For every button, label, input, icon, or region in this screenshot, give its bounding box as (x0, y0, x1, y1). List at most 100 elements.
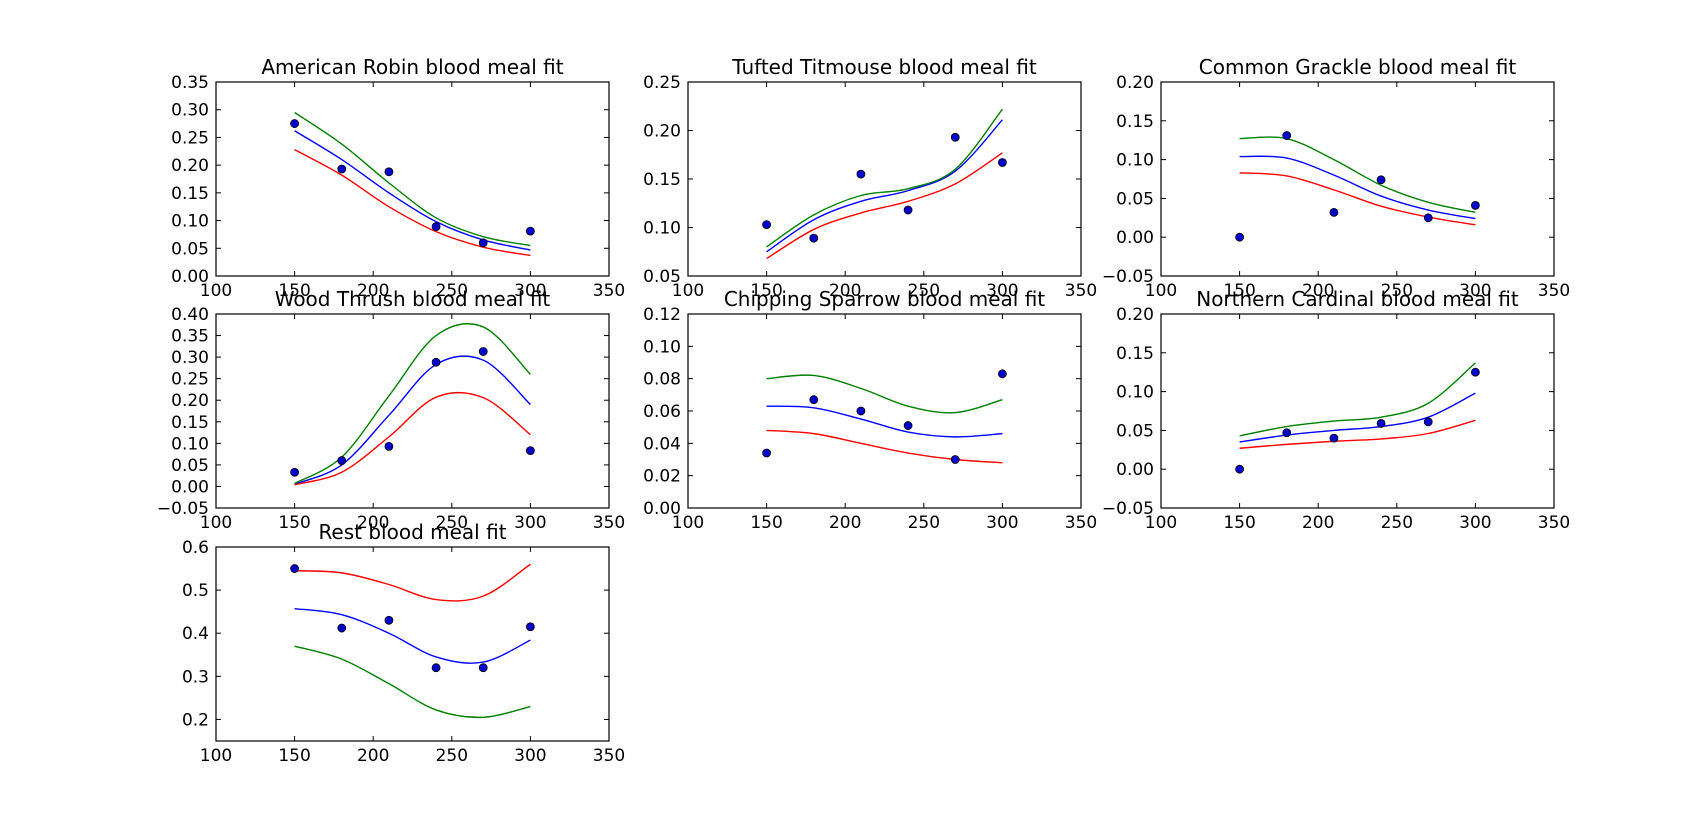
data-point (1329, 433, 1339, 443)
x-tick-label: 100 (1145, 281, 1177, 301)
data-point (950, 132, 960, 142)
y-tick-label: 0.30 (171, 348, 209, 368)
y-tick-label: 0.05 (1116, 421, 1154, 441)
x-tick-label: 300 (986, 513, 1018, 533)
data-point (384, 441, 394, 451)
x-tick-label: 100 (200, 746, 232, 766)
data-point (526, 622, 535, 632)
y-tick-label: 0.05 (171, 239, 209, 259)
x-tick-label: 300 (514, 746, 546, 766)
fit-line-1 (766, 405, 1003, 438)
y-tick-label: 0.20 (643, 122, 681, 142)
data-point (950, 455, 960, 464)
axes-frame (1160, 81, 1555, 277)
data-point (337, 164, 347, 174)
fit-line-2 (1239, 362, 1476, 437)
y-tick-label: 0.6 (182, 538, 209, 558)
x-tick-label: 250 (436, 513, 468, 533)
x-tick-label: 100 (1145, 513, 1177, 533)
y-tick-label: 0.4 (182, 624, 209, 644)
data-point (290, 467, 300, 477)
y-tick-label: 0.05 (171, 456, 209, 476)
y-tick-label: 0.10 (643, 337, 681, 357)
x-tick-label: 200 (1302, 281, 1334, 301)
fit-line-2 (766, 108, 1003, 248)
data-point (998, 369, 1007, 379)
subplot-7: 100 150 200 250 300 350 0.2 0.3 0.4 0.5 0.6 Rest bl… (182, 520, 625, 766)
y-tick-label: 0.5 (182, 581, 209, 601)
y-tick-label: 0.08 (643, 370, 681, 390)
subplot-3: 100 150 200 250 300 350 −0.05 0.00 0.05 0.10 0.15 0… (1102, 55, 1570, 301)
y-tick-label: 0.00 (643, 499, 681, 519)
y-tick-label: 0.15 (1116, 344, 1154, 364)
data-point (384, 615, 394, 625)
fit-line-3 (1239, 419, 1476, 449)
x-tick-label: 150 (278, 513, 310, 533)
x-tick-label: 150 (1223, 281, 1255, 301)
plot-area (688, 82, 1081, 276)
y-tick-label: 0.00 (171, 267, 209, 287)
x-tick-label: 100 (672, 281, 704, 301)
y-tick-label: 0.00 (1116, 460, 1154, 480)
fit-line-2 (766, 374, 1003, 414)
x-tick-label: 200 (357, 513, 389, 533)
x-tick-label: 250 (436, 281, 468, 301)
y-tick-label: 0.20 (171, 156, 209, 176)
fit-line-1 (1239, 392, 1476, 443)
data-point (431, 663, 441, 673)
y-tick-label: 0.25 (171, 128, 209, 148)
x-tick-label: 200 (357, 746, 389, 766)
y-tick-label: 0.02 (643, 467, 681, 487)
fit-line-2 (294, 607, 531, 664)
fit-line-3 (294, 149, 531, 257)
fit-line-3 (766, 152, 1003, 260)
y-tick-label: 0.04 (643, 434, 681, 454)
y-tick-label: 0.10 (171, 434, 209, 454)
chart-title: Tufted Titmouse blood meal fit (731, 55, 1037, 79)
x-tick-label: 150 (278, 746, 310, 766)
fit-line-1 (1239, 155, 1476, 220)
fit-line-3 (294, 391, 531, 486)
x-tick-label: 300 (986, 281, 1018, 301)
plot-area (216, 314, 609, 508)
data-point (478, 663, 488, 673)
axes-frame (1160, 313, 1555, 509)
data-point (856, 406, 866, 416)
x-tick-label: 200 (829, 513, 861, 533)
subplot-1: 100 150 200 250 300 350 0.00 0.05 0.10 0.15 0.20 0.… (171, 55, 625, 301)
subplot-5: 100 150 200 250 300 350 0.00 0.02 0.04 0.06 0.08 0.… (643, 287, 1097, 533)
plot-area (1161, 314, 1554, 508)
y-tick-label: 0.35 (171, 73, 209, 93)
axes-frame (215, 313, 610, 509)
y-tick-label: 0.15 (171, 413, 209, 433)
data-point (1282, 428, 1292, 438)
data-point (1235, 232, 1244, 242)
y-tick-label: 0.10 (643, 219, 681, 239)
y-tick-label: 0.12 (643, 305, 681, 325)
plot-area (1161, 82, 1554, 276)
plot-area (216, 547, 609, 741)
y-tick-label: 0.15 (643, 170, 681, 190)
x-tick-label: 100 (200, 281, 232, 301)
fit-line-1 (294, 563, 531, 602)
data-point (478, 238, 488, 248)
y-tick-label: 0.10 (171, 212, 209, 232)
y-tick-label: 0.00 (1116, 228, 1154, 248)
data-point (431, 222, 441, 232)
chart-title: Northern Cardinal blood meal fit (1196, 287, 1519, 311)
y-tick-label: 0.06 (643, 402, 681, 422)
fit-line-2 (1239, 136, 1476, 214)
chart-title: American Robin blood meal fit (261, 55, 563, 79)
data-point (1471, 367, 1480, 377)
y-tick-label: 0.15 (171, 184, 209, 204)
x-tick-label: 300 (1459, 281, 1491, 301)
x-tick-label: 250 (908, 513, 940, 533)
data-point (1282, 131, 1292, 140)
axes-frame (215, 546, 610, 742)
x-tick-label: 300 (514, 281, 546, 301)
data-point (478, 347, 488, 356)
y-tick-label: 0.25 (643, 73, 681, 93)
data-point (1376, 175, 1386, 185)
fit-line-3 (294, 645, 531, 719)
